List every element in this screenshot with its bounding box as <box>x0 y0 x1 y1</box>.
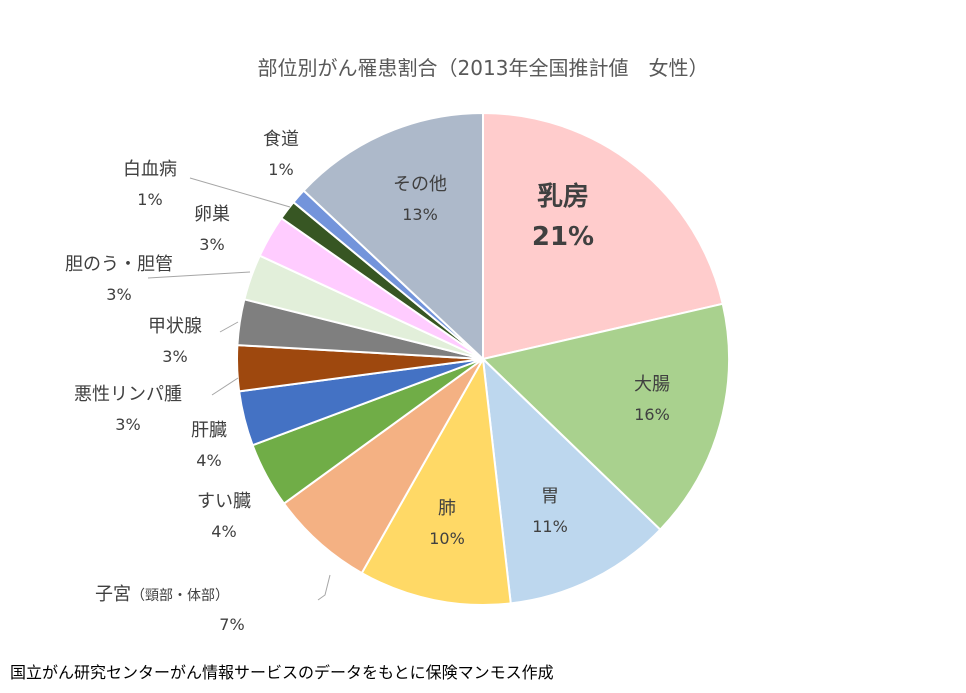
slice-label-esophagus: 食道 <box>263 129 299 150</box>
slice-labels: 乳房 21% 大腸 16% 胃 11% 肺 10% 子宮（頸部・体部） 7% すい臓 4% 肝臓 4% 悪性… <box>65 129 670 634</box>
pie-slices <box>236 111 730 606</box>
slice-value-colon: 16% <box>634 405 670 424</box>
leader-line-gallbladder <box>147 271 251 279</box>
pie-slice-uterus <box>282 358 484 575</box>
slice-value-thyroid: 3% <box>162 347 187 366</box>
leader-line-uterus <box>317 574 331 601</box>
slice-value-esophagus: 1% <box>268 160 293 179</box>
slice-label-breast: 乳房 <box>537 182 589 212</box>
slice-label-stomach: 胃 <box>541 486 559 507</box>
pie-slice-lung <box>360 355 512 606</box>
pie-slice-colon <box>480 302 730 532</box>
slice-value-uterus: 7% <box>219 615 244 634</box>
pie-slice-breast <box>482 111 724 361</box>
source-note: 国立がん研究センターがん情報サービスのデータをもとに保険マンモス作成 <box>10 663 554 682</box>
slice-label-leukemia: 白血病 <box>123 159 177 180</box>
slice-label-lung: 肺 <box>438 498 456 519</box>
leader-line-thyroid <box>219 321 239 333</box>
slice-value-breast: 21% <box>532 222 594 252</box>
slice-label-colon: 大腸 <box>634 374 670 395</box>
slice-value-ovary: 3% <box>199 235 224 254</box>
slice-value-leukemia: 1% <box>137 190 162 209</box>
slice-label-liver: 肝臓 <box>191 420 227 441</box>
leader-line-lymphoma <box>211 377 239 396</box>
slice-value-lymphoma: 3% <box>115 415 140 434</box>
leader-line-leukemia <box>189 177 291 208</box>
slice-label-pancreas: すい臓 <box>197 491 251 512</box>
slice-label-uterus: 子宮（頸部・体部） <box>95 584 229 605</box>
slice-value-liver: 4% <box>196 451 221 470</box>
pie-slice-other <box>302 111 484 362</box>
slice-value-stomach: 11% <box>532 517 568 536</box>
chart-title: 部位別がん罹患割合（2013年全国推計値 女性） <box>258 56 709 80</box>
slice-value-gallbladder: 3% <box>106 285 131 304</box>
leader-lines <box>147 177 331 601</box>
slice-label-other: その他 <box>393 174 447 195</box>
slice-label-sub-uterus: （頸部・体部） <box>131 588 229 604</box>
slice-label-lymphoma: 悪性リンパ腫 <box>74 384 182 405</box>
slice-value-lung: 10% <box>429 529 465 548</box>
slice-label-ovary: 卵巣 <box>194 204 230 225</box>
slice-value-pancreas: 4% <box>211 522 236 541</box>
slice-value-other: 13% <box>402 205 438 224</box>
pie-slice-stomach <box>481 356 662 605</box>
slice-label-gallbladder: 胆のう・胆管 <box>65 254 173 275</box>
slice-label-thyroid: 甲状腺 <box>148 316 202 337</box>
